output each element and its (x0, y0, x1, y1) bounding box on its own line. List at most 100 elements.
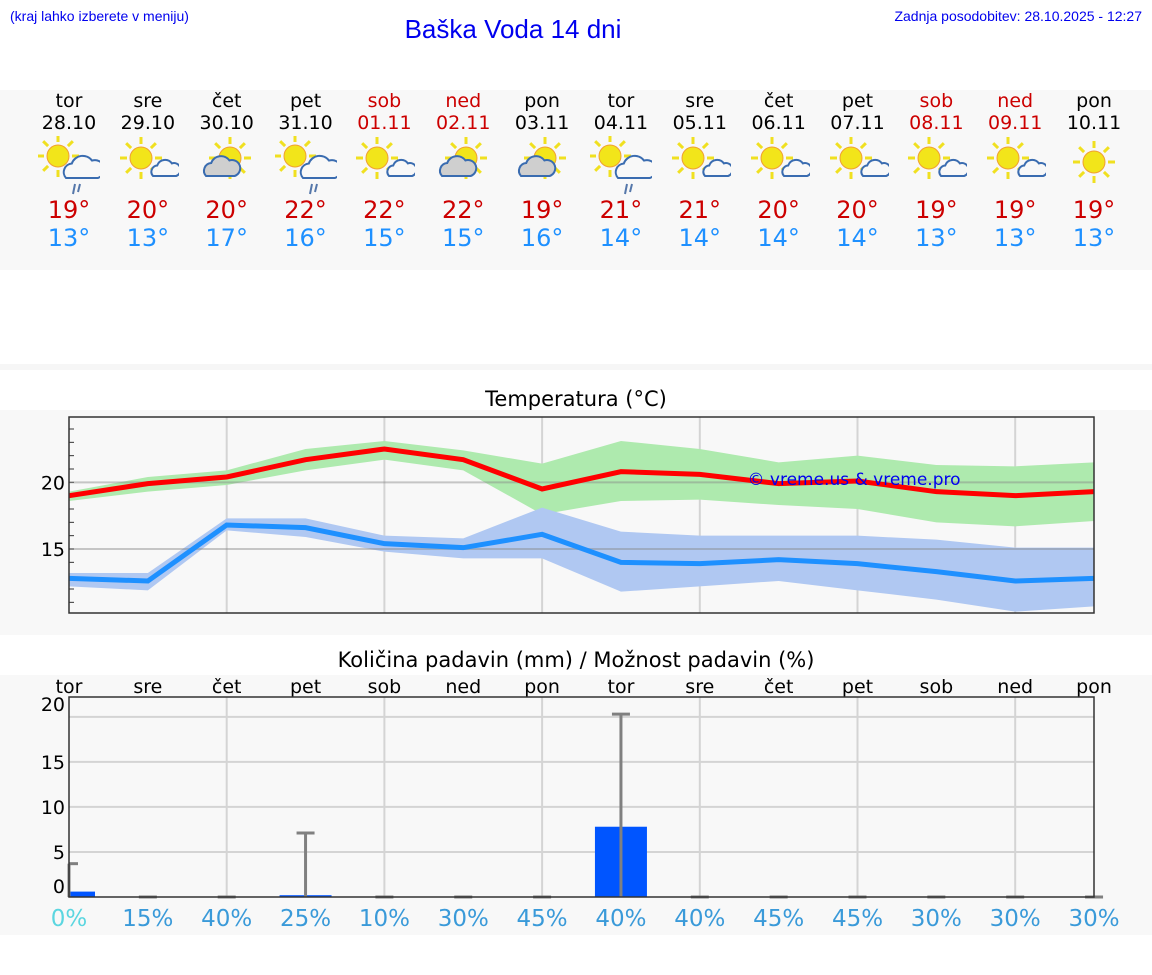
precipitation-probability: 10% (359, 906, 410, 932)
sun-small-cloud-icon (908, 137, 968, 179)
day-date: 30.10 (199, 112, 254, 134)
temperature-chart: 15 20 © vreme.us & vreme.pro (41, 416, 1095, 614)
precipitation-chart-panel: tor sre čet pet sob ned pon tor sre čet pet sob ned p… (0, 675, 1152, 935)
min-temperature: 17° (205, 224, 248, 252)
max-temperature: 19° (993, 196, 1037, 224)
day-name: pon (1076, 90, 1112, 112)
day-forecast: čet 06.11 20° 14° (740, 90, 818, 252)
day-date: 06.11 (751, 112, 806, 134)
day-forecast: pet 31.10 22° 16° (267, 90, 345, 252)
min-temperature: 14° (836, 224, 879, 252)
plot-frame (68, 416, 1095, 614)
day-date: 04.11 (593, 112, 649, 134)
temperature-chart-title: Temperatura (°C) (485, 387, 667, 411)
max-temperature: 20° (836, 196, 879, 224)
precipitation-probability: 45% (753, 906, 804, 932)
day-label: pon (1076, 676, 1112, 698)
y-tick-label: 15 (41, 752, 65, 774)
min-temperature: 14° (678, 224, 722, 252)
min-temperature: 16° (284, 224, 327, 252)
day-name: čet (211, 90, 242, 112)
day-forecast: pon 10.11 19° 13° (1055, 90, 1133, 253)
precipitation-chart: tor sre čet pet sob ned pon tor sre čet pet sob ned p… (41, 676, 1120, 932)
min-temperature: 15° (363, 224, 406, 252)
precipitation-probability: 30% (1068, 906, 1119, 932)
max-temperature-range-band (69, 441, 1095, 527)
cloud-sun-icon (518, 137, 567, 179)
day-name: tor (607, 90, 635, 112)
day-forecast: čet 30.10 20° 17° (188, 90, 266, 253)
day-forecast: sob 08.11 19° 13° (897, 90, 975, 252)
day-forecast: sre 29.10 20° 13° (109, 90, 187, 252)
day-date: 05.11 (672, 112, 727, 134)
precipitation-probability: 30% (438, 906, 489, 932)
sun-cloud-rain-icon (274, 136, 337, 195)
max-temperature: 19° (47, 196, 91, 224)
day-forecast: sob 01.11 22° 15° (345, 90, 423, 252)
sun-small-cloud-icon (829, 137, 889, 179)
day-name: sre (685, 90, 715, 112)
min-temperature: 14° (599, 224, 643, 252)
day-date: 08.11 (909, 112, 964, 134)
precipitation-probability: 25% (280, 906, 331, 932)
day-name: tor (55, 90, 83, 112)
min-temperature: 13° (993, 224, 1037, 252)
min-temperature: 15° (441, 224, 485, 252)
day-label: sob (368, 676, 402, 698)
max-temperature: 21° (599, 196, 643, 224)
day-label: tor (56, 676, 83, 698)
day-date: 03.11 (514, 112, 570, 134)
y-tick-label: 20 (41, 472, 65, 494)
day-name: pet (841, 90, 874, 112)
last-updated: Zadnja posodobitev: 28.10.2025 - 12:27 (894, 8, 1142, 24)
location-hint: (kraj lahko izberete v meniju) (10, 8, 189, 24)
day-name: čet (763, 90, 794, 112)
day-date: 09.11 (987, 112, 1043, 134)
y-tick-label: 5 (53, 842, 65, 864)
day-name: sre (133, 90, 163, 112)
precipitation-probability: 15% (122, 906, 173, 932)
sun-small-cloud-icon (356, 137, 416, 179)
day-forecast: pon 03.11 19° 16° (503, 90, 581, 253)
day-forecast: pet 07.11 20° 14° (819, 90, 897, 252)
max-temperature-line (68, 446, 1095, 499)
y-tick-label: 10 (41, 797, 65, 819)
precipitation-probability: 0% (51, 906, 88, 932)
precipitation-probability: 40% (201, 906, 252, 932)
day-forecast: tor 28.10 19° 13° (30, 90, 108, 252)
min-temperature: 13° (126, 224, 170, 252)
daily-forecast-strip: tor 28.10 19° 13° sre 29.10 20° 13° čet 30.10 20° 1… (0, 90, 1152, 270)
day-name: sob (367, 90, 402, 112)
min-temperature: 13° (47, 224, 91, 252)
day-date: 01.11 (357, 112, 412, 134)
day-name: ned (445, 90, 482, 112)
day-label: ned (445, 676, 481, 698)
day-label: ned (997, 676, 1033, 698)
max-temperature: 21° (678, 196, 722, 224)
divider (0, 364, 1152, 370)
day-label: sob (920, 676, 954, 698)
max-temperature: 20° (205, 196, 248, 224)
precipitation-bar (69, 891, 95, 897)
y-tick-label: 0 (53, 876, 65, 898)
precipitation-probability: 30% (990, 906, 1041, 932)
cloud-sun-icon (202, 137, 251, 179)
max-temperature: 22° (284, 196, 327, 224)
day-label: tor (608, 676, 635, 698)
day-forecast: sre 05.11 21° 14° (661, 90, 739, 252)
day-date: 10.11 (1066, 112, 1122, 134)
day-forecast: tor 04.11 21° 14° (582, 90, 660, 252)
plot-frame (68, 696, 1095, 898)
precipitation-probability: 30% (911, 906, 962, 932)
min-temperature-line (68, 522, 1095, 584)
day-date: 07.11 (830, 112, 885, 134)
cloud-sun-icon (439, 137, 488, 179)
sun-small-cloud-icon (671, 137, 731, 179)
max-temperature: 19° (520, 196, 564, 224)
min-temperature: 16° (520, 224, 564, 252)
precipitation-chart-title: Količina padavin (mm) / Možnost padavin … (337, 648, 815, 672)
day-name: ned (997, 90, 1034, 112)
day-label: pon (524, 676, 560, 698)
temperature-chart-panel: 15 20 © vreme.us & vreme.pro (0, 410, 1152, 635)
sun-small-cloud-icon (750, 137, 810, 179)
